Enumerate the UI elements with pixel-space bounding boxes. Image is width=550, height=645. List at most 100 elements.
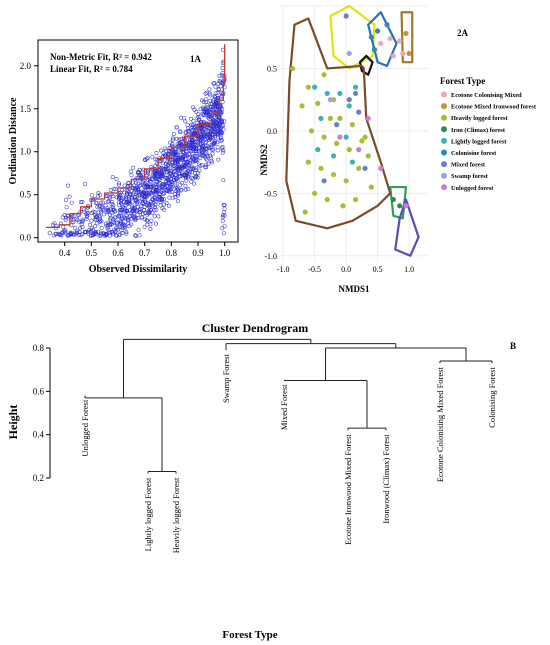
data-point	[106, 208, 111, 213]
data-point	[116, 181, 121, 186]
data-point	[136, 190, 141, 195]
data-point	[208, 107, 213, 112]
data-point	[186, 128, 191, 133]
data-point	[107, 222, 112, 227]
data-point	[192, 146, 197, 151]
data-point	[356, 165, 362, 171]
data-point	[220, 150, 225, 155]
data-point	[94, 231, 99, 236]
data-point	[203, 91, 208, 96]
data-point	[90, 193, 95, 198]
legend-label: Heavily logged forest	[451, 115, 508, 122]
data-point	[167, 195, 172, 200]
shepard-plot: 0.4 0.5 0.6 0.7 0.8 0.9 1.0 0.0 0.5 1.0 1.5 2.0 Obse…	[8, 39, 239, 275]
data-point	[204, 140, 209, 145]
data-point	[368, 34, 374, 40]
data-point	[330, 153, 337, 159]
data-point	[113, 215, 118, 220]
data-point	[175, 178, 180, 183]
data-point	[141, 178, 146, 183]
data-point	[108, 216, 113, 221]
data-point	[164, 175, 169, 180]
data-point	[204, 97, 209, 102]
data-point	[159, 148, 164, 153]
legend-marker	[441, 161, 447, 168]
data-point	[212, 94, 217, 99]
data-point	[127, 214, 132, 219]
data-point	[312, 190, 318, 196]
data-point	[95, 221, 100, 226]
data-point	[131, 165, 136, 170]
data-point	[178, 182, 183, 187]
data-point	[203, 100, 208, 105]
data-point	[64, 197, 69, 202]
data-point	[104, 223, 109, 228]
y-tick-label: 0.8	[33, 343, 45, 353]
x-tick-label: 0.6	[112, 248, 124, 258]
data-point	[183, 183, 188, 188]
data-point	[222, 119, 227, 124]
data-point	[218, 108, 223, 113]
data-point	[163, 166, 168, 171]
data-point	[61, 225, 66, 230]
legend-marker	[441, 126, 447, 133]
data-point	[352, 90, 359, 97]
data-point	[337, 90, 343, 97]
data-point	[196, 118, 201, 123]
data-point	[96, 191, 101, 196]
data-point	[406, 50, 412, 57]
data-point	[187, 156, 192, 161]
nmds-plot: -1.0 -0.5 0.0 0.5 1.0 -1.0 -0.5 0.0 0.5 NMDS1 NMDS…	[260, 4, 537, 294]
data-point	[318, 115, 324, 121]
data-point	[89, 226, 94, 231]
data-point	[403, 203, 409, 209]
data-point	[185, 160, 190, 165]
data-point	[80, 199, 85, 204]
data-point	[217, 123, 222, 128]
data-point	[194, 109, 199, 114]
data-point	[208, 153, 213, 158]
data-point	[117, 200, 122, 205]
data-point	[145, 184, 150, 189]
data-point	[352, 196, 359, 203]
data-point	[134, 186, 139, 191]
data-point	[206, 123, 211, 128]
data-point	[78, 200, 83, 205]
data-point	[115, 225, 120, 230]
data-point	[153, 172, 158, 177]
data-point	[162, 202, 167, 207]
data-point	[208, 113, 213, 118]
data-point	[113, 209, 118, 214]
data-point	[205, 109, 210, 114]
data-point	[137, 172, 142, 177]
x-axis-label: Observed Dissimilarity	[89, 264, 188, 275]
data-point	[343, 134, 349, 140]
data-point	[125, 209, 130, 214]
data-point	[171, 167, 176, 172]
plot-area	[280, 6, 428, 262]
data-point	[206, 115, 211, 120]
y-tick-label: 1.0	[20, 147, 32, 157]
data-point	[130, 209, 135, 214]
data-point	[337, 115, 343, 121]
data-point	[220, 226, 225, 231]
data-point	[164, 170, 169, 175]
x-tick-label: 0.5	[86, 248, 98, 258]
data-point	[218, 115, 223, 120]
data-point	[72, 225, 77, 230]
data-point	[107, 194, 112, 199]
data-point	[111, 203, 116, 208]
group-hull	[358, 54, 374, 76]
data-point	[163, 148, 168, 153]
data-point	[97, 216, 102, 221]
fit-annotation-nonmetric: Non-Metric Fit, R² = 0.942	[50, 52, 152, 62]
data-point	[79, 219, 84, 224]
data-point	[68, 230, 73, 235]
y-tick-label: 0.4	[33, 430, 45, 440]
data-point	[153, 196, 158, 201]
data-point	[133, 233, 138, 238]
y-tick-label: 0.2	[33, 473, 44, 483]
data-point	[152, 198, 157, 203]
data-point	[327, 97, 333, 103]
data-point	[219, 73, 224, 78]
